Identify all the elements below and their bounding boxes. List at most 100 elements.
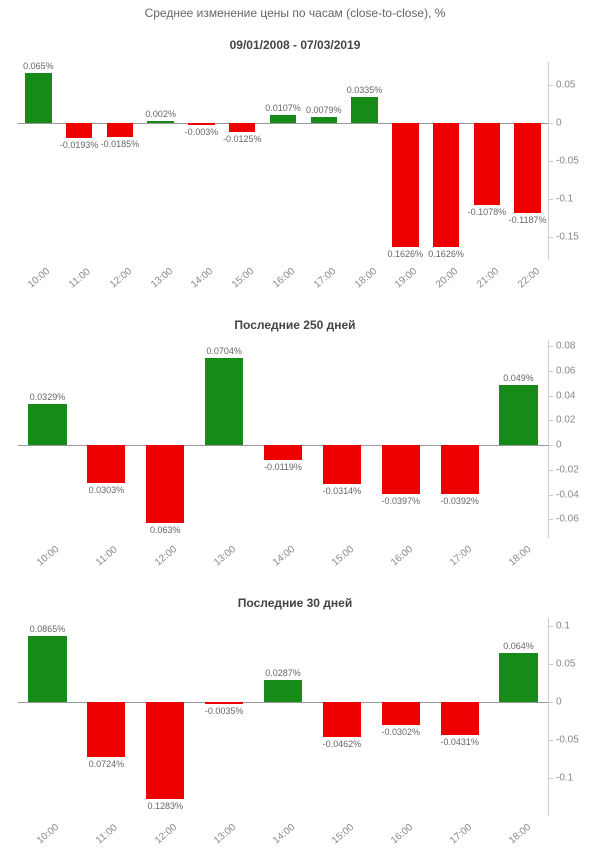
bar-label: 0.0335% (340, 85, 390, 95)
bar (311, 117, 338, 123)
bar (28, 636, 66, 702)
y-tick-label: 0.02 (556, 415, 575, 426)
bar-label: 0.0329% (22, 392, 72, 402)
chart1-title: 09/01/2008 - 07/03/2019 (0, 38, 590, 52)
bar (441, 702, 479, 735)
bar (514, 123, 541, 213)
y-tick (548, 237, 553, 238)
x-tick-label: 11:00 (67, 266, 93, 290)
bar (28, 404, 66, 445)
bar (25, 73, 52, 123)
y-tick-label: -0.1 (556, 194, 573, 205)
y-tick (548, 346, 553, 347)
bar-label: 0.063% (140, 525, 190, 535)
x-tick-label: 14:00 (271, 544, 297, 569)
x-tick-label: 13:00 (149, 266, 175, 291)
bar-label: 0.0865% (22, 624, 72, 634)
y-tick (548, 664, 553, 665)
y-tick (548, 199, 553, 200)
bar-label: 0.0724% (81, 759, 131, 769)
bar (264, 445, 302, 460)
bar-label: 0.064% (494, 641, 544, 651)
bar (107, 123, 134, 137)
bar (382, 445, 420, 494)
y-tick-label: 0 (556, 440, 562, 451)
y-tick-label: 0.05 (556, 658, 575, 669)
bar (270, 115, 297, 123)
y-tick (548, 519, 553, 520)
y-tick (548, 470, 553, 471)
y-tick-label: 0 (556, 117, 562, 128)
bar (264, 680, 302, 702)
bar-label: -0.0125% (217, 134, 267, 144)
y-tick (548, 740, 553, 741)
bar (441, 445, 479, 494)
x-tick-label: 17:00 (448, 544, 474, 569)
x-tick-label: 18:00 (507, 822, 533, 847)
bar-label: 0.065% (13, 61, 63, 71)
bar (323, 445, 361, 484)
x-tick-label: 12:00 (108, 266, 134, 291)
y-tick (548, 420, 553, 421)
bar-label: 0.0704% (199, 346, 249, 356)
y-axis-line (548, 340, 549, 538)
y-tick (548, 495, 553, 496)
bar-label: -0.1187% (503, 215, 553, 225)
y-axis-line (548, 618, 549, 816)
bar-label: -0.0035% (199, 706, 249, 716)
x-tick-label: 15:00 (230, 266, 256, 291)
bar (392, 123, 419, 247)
x-tick-label: 17:00 (448, 822, 474, 847)
y-tick-label: 0.06 (556, 365, 575, 376)
x-tick-label: 10:00 (35, 544, 61, 569)
x-tick-label: 16:00 (389, 822, 415, 847)
bar-label: 0.1283% (140, 801, 190, 811)
bar (205, 702, 243, 705)
bar (87, 445, 125, 482)
bar-label: 0.002% (136, 109, 186, 119)
x-tick-label: 15:00 (330, 544, 356, 569)
bar-label: -0.0392% (435, 496, 485, 506)
bar (146, 702, 184, 800)
bar (382, 702, 420, 725)
page: { "main_title": "Среднее изменение цены … (0, 0, 590, 860)
x-tick-label: 21:00 (475, 266, 501, 291)
x-tick-label: 19:00 (393, 266, 419, 291)
y-tick-label: 0.04 (556, 390, 575, 401)
x-tick-label: 16:00 (389, 544, 415, 569)
x-tick-label: 14:00 (189, 266, 215, 291)
x-tick-label: 20:00 (434, 266, 460, 291)
x-tick-label: 22:00 (516, 266, 542, 291)
bar-label: 0.0079% (299, 105, 349, 115)
y-tick-label: -0.05 (556, 734, 579, 745)
bar-label: -0.0302% (376, 727, 426, 737)
y-tick (548, 161, 553, 162)
x-tick-label: 11:00 (94, 544, 120, 568)
bar (66, 123, 93, 138)
bar (87, 702, 125, 757)
y-tick (548, 123, 553, 124)
bar-label: -0.0397% (376, 496, 426, 506)
bar (188, 123, 215, 125)
bar-label: -0.0119% (258, 462, 308, 472)
chart3-plot: -0.1-0.0500.050.10.0865%0.0724%0.1283%-0… (18, 618, 548, 816)
x-tick-label: 10:00 (35, 822, 61, 847)
y-tick-label: -0.02 (556, 464, 579, 475)
x-tick-label: 12:00 (153, 544, 179, 569)
x-tick-label: 10:00 (26, 266, 52, 291)
chart2-title: Последние 250 дней (0, 318, 590, 332)
x-tick-label: 17:00 (312, 266, 338, 291)
y-tick (548, 778, 553, 779)
bar-label: 0.1626% (421, 249, 471, 259)
bar (205, 358, 243, 445)
y-tick-label: -0.1 (556, 772, 573, 783)
y-tick (548, 371, 553, 372)
y-tick (548, 702, 553, 703)
bar (351, 97, 378, 123)
y-tick-label: -0.06 (556, 514, 579, 525)
bar-label: 0.0287% (258, 668, 308, 678)
chart3-title: Последние 30 дней (0, 596, 590, 610)
x-tick-label: 15:00 (330, 822, 356, 847)
y-tick (548, 396, 553, 397)
bar (433, 123, 460, 247)
